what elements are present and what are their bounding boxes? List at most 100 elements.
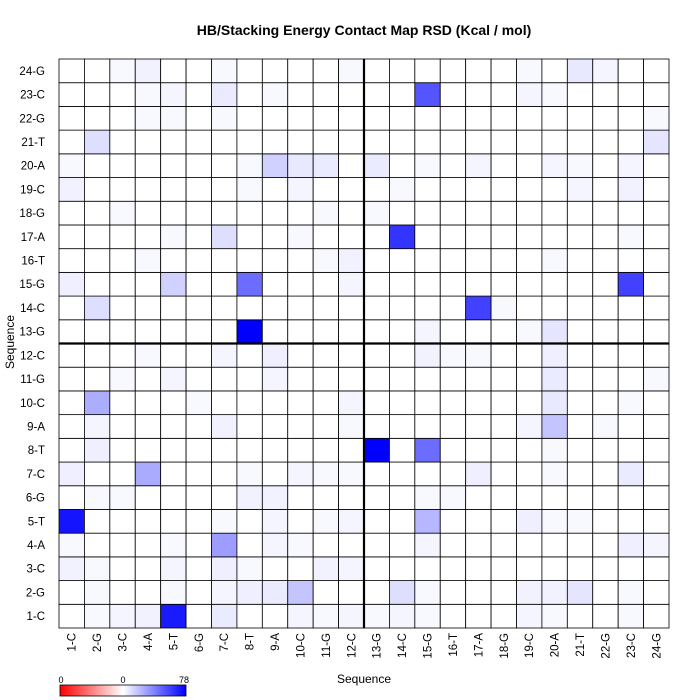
heatmap-cell-9-A-12-C <box>338 414 365 439</box>
heatmap-cell-1-C-21-T <box>566 603 594 629</box>
heatmap-cell-3-C-4-A <box>134 556 162 581</box>
heatmap-cell-4-A-16-T <box>439 532 467 558</box>
heatmap-cell-6-G-8-T <box>236 485 263 510</box>
heatmap-cell-5-T-10-C <box>287 509 314 534</box>
heatmap-cell-3-C-6-G <box>185 556 212 581</box>
heatmap-cell-24-G-22-G <box>592 58 619 84</box>
heatmap-cell-22-G-23-C <box>617 106 644 131</box>
heatmap-cell-17-A-14-C <box>389 224 416 250</box>
heatmap-cell-18-G-11-G <box>312 200 339 226</box>
heatmap-cell-10-C-13-G <box>363 390 390 416</box>
heatmap-cell-11-G-17-A <box>465 366 492 392</box>
x-tick-label: 23-C <box>626 633 638 658</box>
heatmap-cell-2-G-16-T <box>439 580 467 605</box>
heatmap-cell-22-G-16-T <box>439 106 467 131</box>
heatmap-cells <box>58 58 670 629</box>
heatmap-cell-24-G-16-T <box>439 58 467 84</box>
x-tick-label: 8-T <box>245 633 257 650</box>
heatmap-cell-10-C-14-C <box>389 390 416 416</box>
heatmap-cell-24-G-3-C <box>109 58 136 84</box>
heatmap-cell-24-G-14-C <box>389 58 416 84</box>
heatmap-cell-21-T-9-A <box>261 129 289 155</box>
heatmap-cell-3-C-1-C <box>58 556 85 581</box>
heatmap-cell-18-G-12-C <box>338 200 365 226</box>
quadrant-dividers <box>59 59 669 628</box>
y-tick-label: 13-G <box>19 327 45 339</box>
heatmap-cell-11-G-6-G <box>185 366 212 392</box>
heatmap-cell-17-A-9-A <box>261 224 289 250</box>
heatmap-cell-11-G-20-A <box>541 366 568 392</box>
heatmap-cell-7-C-10-C <box>287 461 314 487</box>
heatmap-cell-14-C-11-G <box>312 295 339 321</box>
heatmap-cell-16-T-17-A <box>465 248 492 273</box>
heatmap-cell-4-A-18-G <box>490 532 517 558</box>
x-tick-label: 7-C <box>219 633 231 652</box>
heatmap-cell-9-A-2-G <box>84 414 111 439</box>
heatmap-cell-19-C-1-C <box>58 177 85 202</box>
x-tick-label: 19-C <box>524 633 536 658</box>
heatmap-cell-24-G-9-A <box>261 58 289 84</box>
heatmap-cell-4-A-15-G <box>414 532 441 558</box>
heatmap-cell-24-G-13-G <box>363 58 390 84</box>
heatmap-cell-6-G-12-C <box>338 485 365 510</box>
heatmap-cell-23-C-4-A <box>134 82 162 107</box>
heatmap-cell-12-C-16-T <box>439 343 467 368</box>
heatmap-cell-1-C-18-G <box>490 603 517 629</box>
heatmap-cell-24-G-18-G <box>490 58 517 84</box>
x-tick-label: 17-A <box>473 633 485 658</box>
x-tick-label: 16-T <box>448 633 460 657</box>
heatmap-cell-18-G-1-C <box>58 200 85 226</box>
heatmap-cell-15-G-14-C <box>389 271 416 297</box>
heatmap-cell-24-G-4-A <box>134 58 162 84</box>
heatmap-cell-22-G-13-G <box>363 106 390 131</box>
heatmap-cell-12-C-13-G <box>363 343 390 368</box>
heatmap-cell-3-C-11-G <box>312 556 339 581</box>
heatmap-cell-1-C-22-G <box>592 603 619 629</box>
heatmap-cell-11-G-23-C <box>617 366 644 392</box>
heatmap-cell-8-T-12-C <box>338 437 365 463</box>
heatmap-cell-1-C-6-G <box>185 603 212 629</box>
heatmap-cell-23-C-2-G <box>84 82 111 107</box>
heatmap-cell-22-G-2-G <box>84 106 111 131</box>
heatmap-cell-17-A-7-C <box>211 224 238 250</box>
heatmap-cell-5-T-5-T <box>160 509 187 534</box>
heatmap-cell-6-G-23-C <box>617 485 644 510</box>
heatmap-cell-24-G-17-A <box>465 58 492 84</box>
heatmap-cell-7-C-7-C <box>211 461 238 487</box>
y-tick-label: 11-G <box>20 374 45 386</box>
colorbar-negative-gradient <box>60 685 123 696</box>
heatmap-cell-19-C-12-C <box>338 177 365 202</box>
heatmap-cell-6-G-21-T <box>566 485 594 510</box>
heatmap-cell-8-T-8-T <box>236 437 263 463</box>
heatmap-cell-6-G-7-C <box>211 485 238 510</box>
heatmap-cell-18-G-21-T <box>566 200 594 226</box>
heatmap-cell-21-T-22-G <box>592 129 619 155</box>
heatmap-cell-20-A-1-C <box>58 153 85 178</box>
heatmap-cell-14-C-18-G <box>490 295 517 321</box>
heatmap-cell-15-G-3-C <box>109 271 136 297</box>
heatmap-cell-2-G-23-C <box>617 580 644 605</box>
heatmap-cell-24-G-19-C <box>516 58 543 84</box>
heatmap-cell-7-C-8-T <box>236 461 263 487</box>
y-tick-label: 15-G <box>19 279 45 291</box>
heatmap-cell-19-C-23-C <box>617 177 644 202</box>
heatmap-cell-23-C-16-T <box>439 82 467 107</box>
heatmap-cell-5-T-8-T <box>236 509 263 534</box>
heatmap-cell-7-C-17-A <box>465 461 492 487</box>
heatmap-cell-20-A-5-T <box>160 153 187 178</box>
heatmap-cell-13-G-24-G <box>643 319 670 344</box>
heatmap-cell-11-G-19-C <box>516 366 543 392</box>
heatmap-cell-20-A-4-A <box>134 153 162 178</box>
heatmap-cell-18-G-5-T <box>160 200 187 226</box>
heatmap-cell-17-A-11-G <box>312 224 339 250</box>
heatmap-cell-18-G-7-C <box>211 200 238 226</box>
heatmap-cell-24-G-24-G <box>643 58 670 84</box>
heatmap-cell-22-G-4-A <box>134 106 162 131</box>
heatmap-cell-17-A-8-T <box>236 224 263 250</box>
heatmap-cell-2-G-18-G <box>490 580 517 605</box>
heatmap-cell-12-C-24-G <box>643 343 670 368</box>
heatmap-cell-16-T-21-T <box>566 248 594 273</box>
heatmap-cell-8-T-4-A <box>134 437 162 463</box>
heatmap-cell-17-A-3-C <box>109 224 136 250</box>
heatmap-cell-4-A-24-G <box>643 532 670 558</box>
